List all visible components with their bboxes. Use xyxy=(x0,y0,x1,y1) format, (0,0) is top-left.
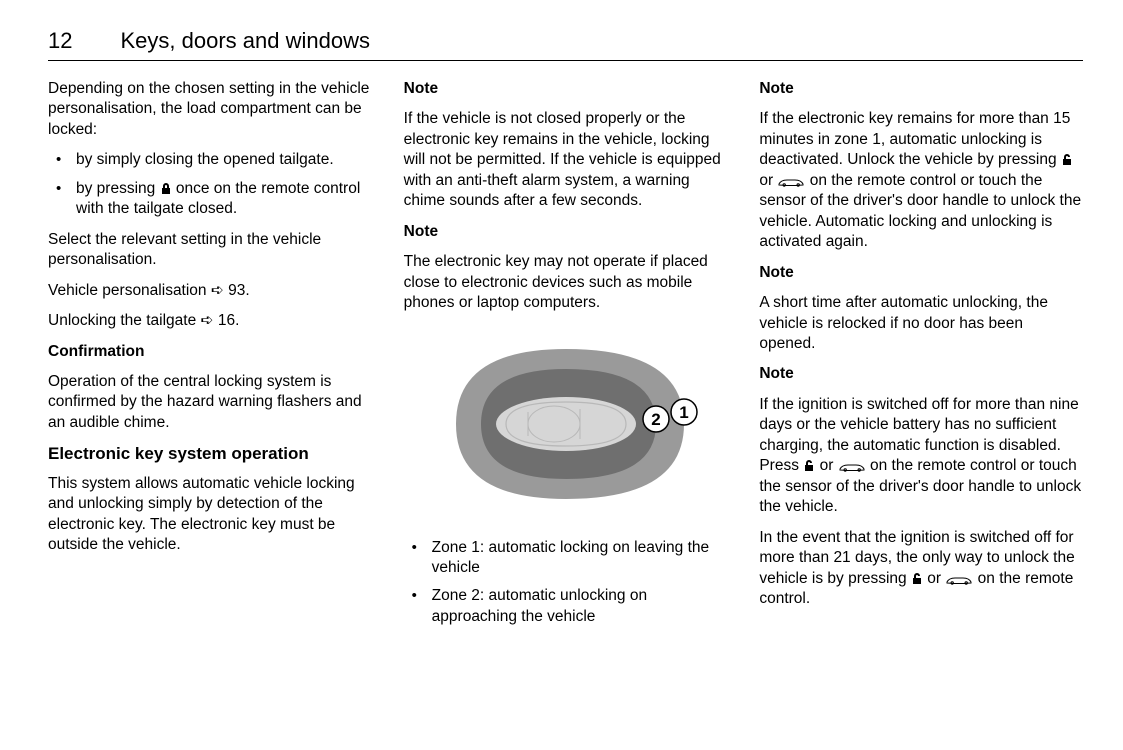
zone-1-label: 1 xyxy=(679,403,688,422)
ekso-para: This system allows automatic vehicle loc… xyxy=(48,474,372,556)
list-item: by pressing once on the remote control w… xyxy=(48,179,372,220)
page-number: 12 xyxy=(48,28,72,54)
final-para: In the event that the ignition is switch… xyxy=(759,528,1083,610)
ref-text: Unlocking the tailgate xyxy=(48,312,201,329)
note-para: A short time after automatic unlocking, … xyxy=(759,293,1083,354)
note-heading: Note xyxy=(404,222,728,242)
columns: Depending on the chosen setting in the v… xyxy=(48,79,1083,637)
bullet-text-pre: by pressing xyxy=(76,180,160,197)
car-icon xyxy=(945,576,973,585)
select-setting-para: Select the relevant setting in the vehic… xyxy=(48,230,372,271)
unlock-icon xyxy=(911,572,923,585)
note-text-b: or xyxy=(815,457,837,474)
bullet-text: by simply closing the opened tailgate. xyxy=(76,151,334,168)
page-ref-icon: ➪ xyxy=(211,282,224,299)
note-para: If the ignition is switched off for more… xyxy=(759,395,1083,518)
list-item: Zone 2: automatic unlocking on approachi… xyxy=(404,586,728,627)
note-text-b: or xyxy=(759,172,777,189)
ref-text: Vehicle personalisation xyxy=(48,282,211,299)
page-header: 12 Keys, doors and windows xyxy=(48,28,1083,61)
chapter-title: Keys, doors and windows xyxy=(120,28,369,54)
car-icon xyxy=(777,178,805,187)
note-heading: Note xyxy=(759,79,1083,99)
lock-icon xyxy=(160,182,172,195)
unlocking-tailgate-ref: Unlocking the tailgate ➪ 16. xyxy=(48,311,372,331)
note-heading: Note xyxy=(759,263,1083,283)
ekso-heading: Electronic key system operation xyxy=(48,443,372,465)
confirmation-para: Operation of the central locking system … xyxy=(48,372,372,433)
zone-diagram-svg: 2 1 xyxy=(416,324,716,524)
column-2: Note If the vehicle is not closed proper… xyxy=(404,79,728,637)
list-item: by simply closing the opened tailgate. xyxy=(48,150,372,170)
final-text-b: or xyxy=(923,570,945,587)
zone-text: Zone 1: automatic locking on leaving the… xyxy=(432,539,709,576)
zone-text: Zone 2: automatic unlocking on approachi… xyxy=(432,587,647,624)
note-para: If the electronic key remains for more t… xyxy=(759,109,1083,252)
car-shape xyxy=(496,397,636,451)
zone-diagram: 2 1 xyxy=(404,324,728,524)
column-3: Note If the electronic key remains for m… xyxy=(759,79,1083,637)
list-item: Zone 1: automatic locking on leaving the… xyxy=(404,538,728,579)
intro-para: Depending on the chosen setting in the v… xyxy=(48,79,372,140)
ref-num: 93. xyxy=(224,282,250,299)
note-heading: Note xyxy=(404,79,728,99)
zone-2-label: 2 xyxy=(651,410,660,429)
ref-num: 16. xyxy=(214,312,240,329)
note-para: The electronic key may not operate if pl… xyxy=(404,252,728,313)
unlock-icon xyxy=(1061,153,1073,166)
column-1: Depending on the chosen setting in the v… xyxy=(48,79,372,637)
page-ref-icon: ➪ xyxy=(201,312,214,329)
zone-list: Zone 1: automatic locking on leaving the… xyxy=(404,538,728,628)
car-icon xyxy=(838,463,866,472)
confirmation-heading: Confirmation xyxy=(48,342,372,362)
note-text-a: If the electronic key remains for more t… xyxy=(759,110,1070,168)
note-text-c: on the remote control or touch the senso… xyxy=(759,172,1081,250)
page-root: 12 Keys, doors and windows Depending on … xyxy=(0,0,1123,750)
note-heading: Note xyxy=(759,364,1083,384)
vehicle-personalisation-ref: Vehicle personalisation ➪ 93. xyxy=(48,281,372,301)
unlock-icon xyxy=(803,459,815,472)
note-para: If the vehicle is not closed properly or… xyxy=(404,109,728,211)
lock-options-list: by simply closing the opened tailgate. b… xyxy=(48,150,372,219)
